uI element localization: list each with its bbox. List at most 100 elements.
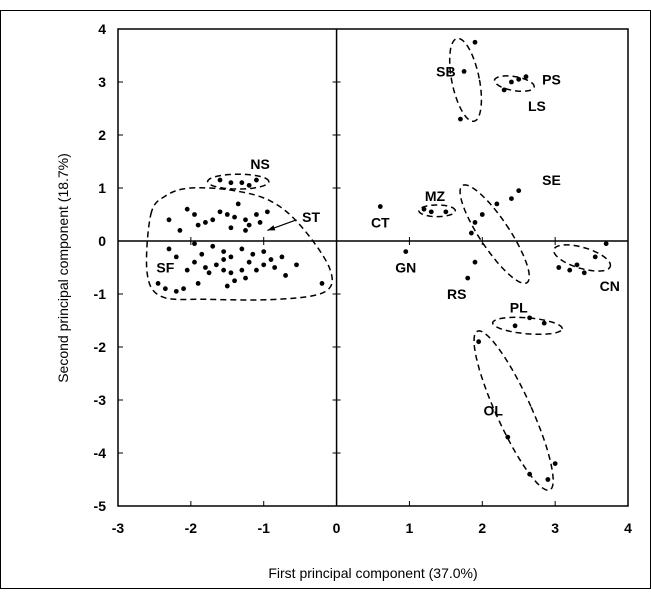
data-point xyxy=(235,201,241,207)
data-point xyxy=(545,477,551,482)
y-tick-label: -5 xyxy=(94,498,107,514)
data-point xyxy=(505,434,511,440)
y-axis-ticks: -5 -4 -3 -2 -1 0 1 2 3 4 xyxy=(94,21,341,514)
group-label-st: ST xyxy=(302,209,320,225)
data-point xyxy=(472,39,478,45)
data-point xyxy=(173,254,179,260)
data-point xyxy=(428,209,434,215)
data-point xyxy=(541,320,547,326)
group-outline xyxy=(553,244,612,272)
data-point xyxy=(224,283,230,289)
data-point xyxy=(203,265,208,270)
data-point xyxy=(195,222,201,228)
group-outline xyxy=(491,316,563,336)
group-label-mz: MZ xyxy=(425,188,446,204)
data-point xyxy=(246,182,252,188)
data-point xyxy=(472,259,478,265)
group-label-ps: PS xyxy=(542,71,561,87)
x-tick-label: 4 xyxy=(624,520,632,536)
data-point xyxy=(243,217,248,223)
group-labels: NS ST SF CT GN MZ SB PS LS SE RS PL CN OL xyxy=(156,63,619,418)
data-point xyxy=(166,217,172,223)
x-tick-label: -1 xyxy=(257,520,270,536)
data-point xyxy=(177,228,183,233)
data-point xyxy=(509,196,514,202)
data-point xyxy=(279,254,285,260)
group-outline xyxy=(418,204,457,218)
data-point xyxy=(228,180,234,186)
group-label-cn: CN xyxy=(600,278,620,294)
data-point xyxy=(516,76,522,82)
plot-area xyxy=(117,28,629,507)
y-tick-label: 1 xyxy=(98,180,106,196)
data-point xyxy=(239,267,245,273)
group-label-pl: PL xyxy=(510,299,528,315)
data-point xyxy=(195,281,201,286)
data-point xyxy=(552,461,558,466)
data-point xyxy=(210,217,216,223)
y-tick-label: -1 xyxy=(94,286,107,302)
data-point xyxy=(421,206,427,212)
data-point xyxy=(181,286,186,292)
data-point xyxy=(239,246,245,252)
data-point xyxy=(494,201,500,207)
data-point xyxy=(257,220,263,225)
data-point xyxy=(523,74,529,80)
data-point xyxy=(250,251,256,257)
data-point xyxy=(264,209,270,215)
group-outline xyxy=(145,186,333,301)
data-point xyxy=(377,204,383,209)
data-point xyxy=(319,281,325,286)
data-point xyxy=(272,265,278,270)
y-tick-label: 0 xyxy=(98,233,106,249)
data-point xyxy=(192,241,197,247)
group-outline xyxy=(448,37,483,123)
data-point xyxy=(527,471,533,477)
group-label-ol: OL xyxy=(483,403,503,419)
data-point xyxy=(501,87,507,93)
group-label-rs: RS xyxy=(447,286,466,302)
data-point xyxy=(221,267,227,273)
y-tick-label: -4 xyxy=(94,445,107,461)
y-axis-title: Second principal component (18.7%) xyxy=(55,153,71,383)
x-tick-label: 2 xyxy=(478,520,486,536)
data-point xyxy=(581,270,587,276)
group-label-gn: GN xyxy=(395,260,416,276)
data-point xyxy=(243,228,248,233)
x-tick-label: 0 xyxy=(333,520,341,536)
data-point xyxy=(221,249,227,255)
data-point xyxy=(243,275,248,281)
group-outline xyxy=(459,184,530,285)
x-tick-label: 3 xyxy=(551,520,559,536)
data-point xyxy=(213,262,219,268)
data-point xyxy=(206,270,212,276)
data-point xyxy=(443,209,449,215)
x-tick-label: -3 xyxy=(112,520,125,536)
arrow-head xyxy=(267,225,276,231)
data-point xyxy=(228,225,234,231)
data-point xyxy=(228,270,234,276)
zero-axes xyxy=(118,29,628,506)
data-point xyxy=(217,177,223,183)
data-point xyxy=(468,230,474,236)
data-point xyxy=(556,265,562,270)
data-point xyxy=(199,251,205,257)
y-tick-label: 3 xyxy=(98,74,106,90)
data-point xyxy=(261,249,267,255)
data-point xyxy=(509,79,514,85)
data-point xyxy=(210,243,216,249)
data-point xyxy=(592,254,598,260)
group-ellipses xyxy=(145,37,612,492)
data-point xyxy=(228,254,234,260)
annotation-arrows xyxy=(267,219,297,231)
data-point xyxy=(232,214,237,220)
data-point xyxy=(403,249,409,255)
data-point xyxy=(567,267,573,273)
data-point xyxy=(184,267,190,273)
data-point xyxy=(246,259,252,265)
data-point xyxy=(224,212,230,217)
group-label-ct: CT xyxy=(371,214,390,230)
data-point xyxy=(472,220,478,225)
group-outline xyxy=(206,173,270,190)
